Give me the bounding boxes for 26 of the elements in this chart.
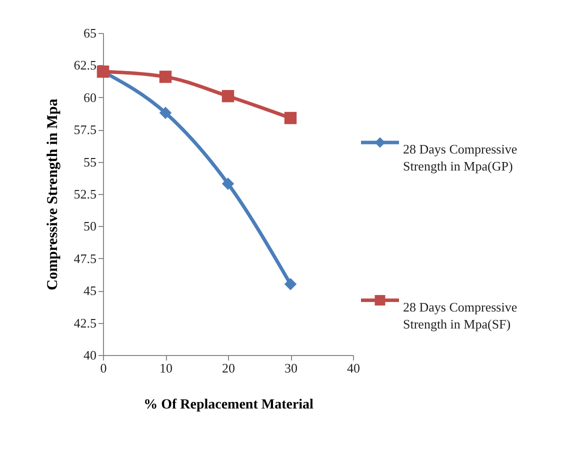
point xyxy=(159,70,172,83)
x-tick-label: 10 xyxy=(160,360,172,376)
point xyxy=(284,112,297,124)
y-tick-label: 62.5 xyxy=(74,58,96,73)
point xyxy=(222,178,234,190)
y-tick-label: 45 xyxy=(84,283,96,298)
y-tick-label: 65 xyxy=(84,26,96,40)
y-tick-label: 50 xyxy=(84,218,96,234)
point xyxy=(159,106,172,119)
y-tick-label: 52.5 xyxy=(74,186,96,202)
x-tick-label: 0 xyxy=(100,360,107,376)
y-tick-label: 57.5 xyxy=(74,122,96,138)
legend-label: 28 Days Compressive Strength in Mpa(GP) xyxy=(403,141,518,174)
point xyxy=(222,90,234,102)
legend-label: 28 Days Compressive Strength in Mpa(SF) xyxy=(403,299,518,332)
y-tick-label: 47.5 xyxy=(74,250,96,266)
y-tick-label: 40 xyxy=(84,348,96,362)
x-tick-label: 40 xyxy=(347,360,360,376)
y-tick-label: 60 xyxy=(84,90,96,105)
x-axis-title: % Of Replacement Material xyxy=(144,398,314,412)
x-tick-label: 30 xyxy=(284,360,298,376)
point xyxy=(284,278,297,290)
x-tick-label: 20 xyxy=(222,360,235,376)
y-tick-label: 42.5 xyxy=(74,315,96,330)
y-axis-title: Compressive Strength in Mpa xyxy=(44,98,61,290)
y-tick-label: 55 xyxy=(84,154,96,170)
